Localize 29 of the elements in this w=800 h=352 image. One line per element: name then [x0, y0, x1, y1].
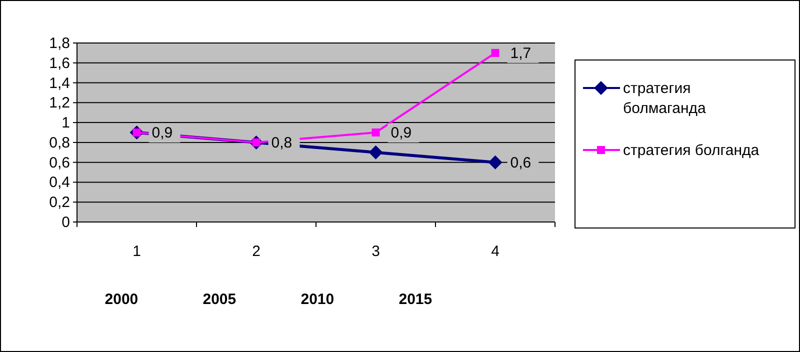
- point: [368, 145, 383, 160]
- y-tick-label: 0,6: [49, 154, 70, 172]
- point: [491, 48, 500, 57]
- x-tick-label: 2: [252, 243, 260, 260]
- x-tick-label: 1: [132, 243, 141, 260]
- legend-label: стратегия болмаганда: [623, 80, 707, 117]
- data-label: 0,9: [152, 124, 173, 142]
- text: 2015: [398, 291, 432, 308]
- y-tick-label: 1,8: [49, 35, 70, 52]
- x-tick-label: 4: [491, 243, 500, 260]
- y-tick-label: 1,6: [49, 54, 70, 72]
- x-tick-label: 3: [372, 243, 380, 260]
- point: [488, 155, 502, 170]
- y-tick-label: 0,2: [49, 194, 70, 212]
- data-label: 1,7: [510, 44, 532, 62]
- data-label: 0,6: [510, 154, 532, 172]
- data-label: 0,8: [271, 134, 292, 152]
- point: [372, 128, 380, 136]
- legend-label: стратегия болганда: [623, 142, 760, 159]
- y-tick-label: 1,4: [49, 74, 70, 92]
- text: 2005: [202, 291, 236, 308]
- y-tick-label: 0,4: [49, 174, 70, 192]
- text: 2010: [300, 291, 334, 308]
- y-tick-label: 0: [62, 214, 70, 231]
- data-label: 0,9: [390, 124, 412, 142]
- y-tick-label: 1,2: [49, 94, 70, 112]
- text: 2000: [104, 291, 138, 308]
- y-tick-label: 1: [62, 114, 70, 132]
- y-tick-label: 0,8: [49, 134, 70, 152]
